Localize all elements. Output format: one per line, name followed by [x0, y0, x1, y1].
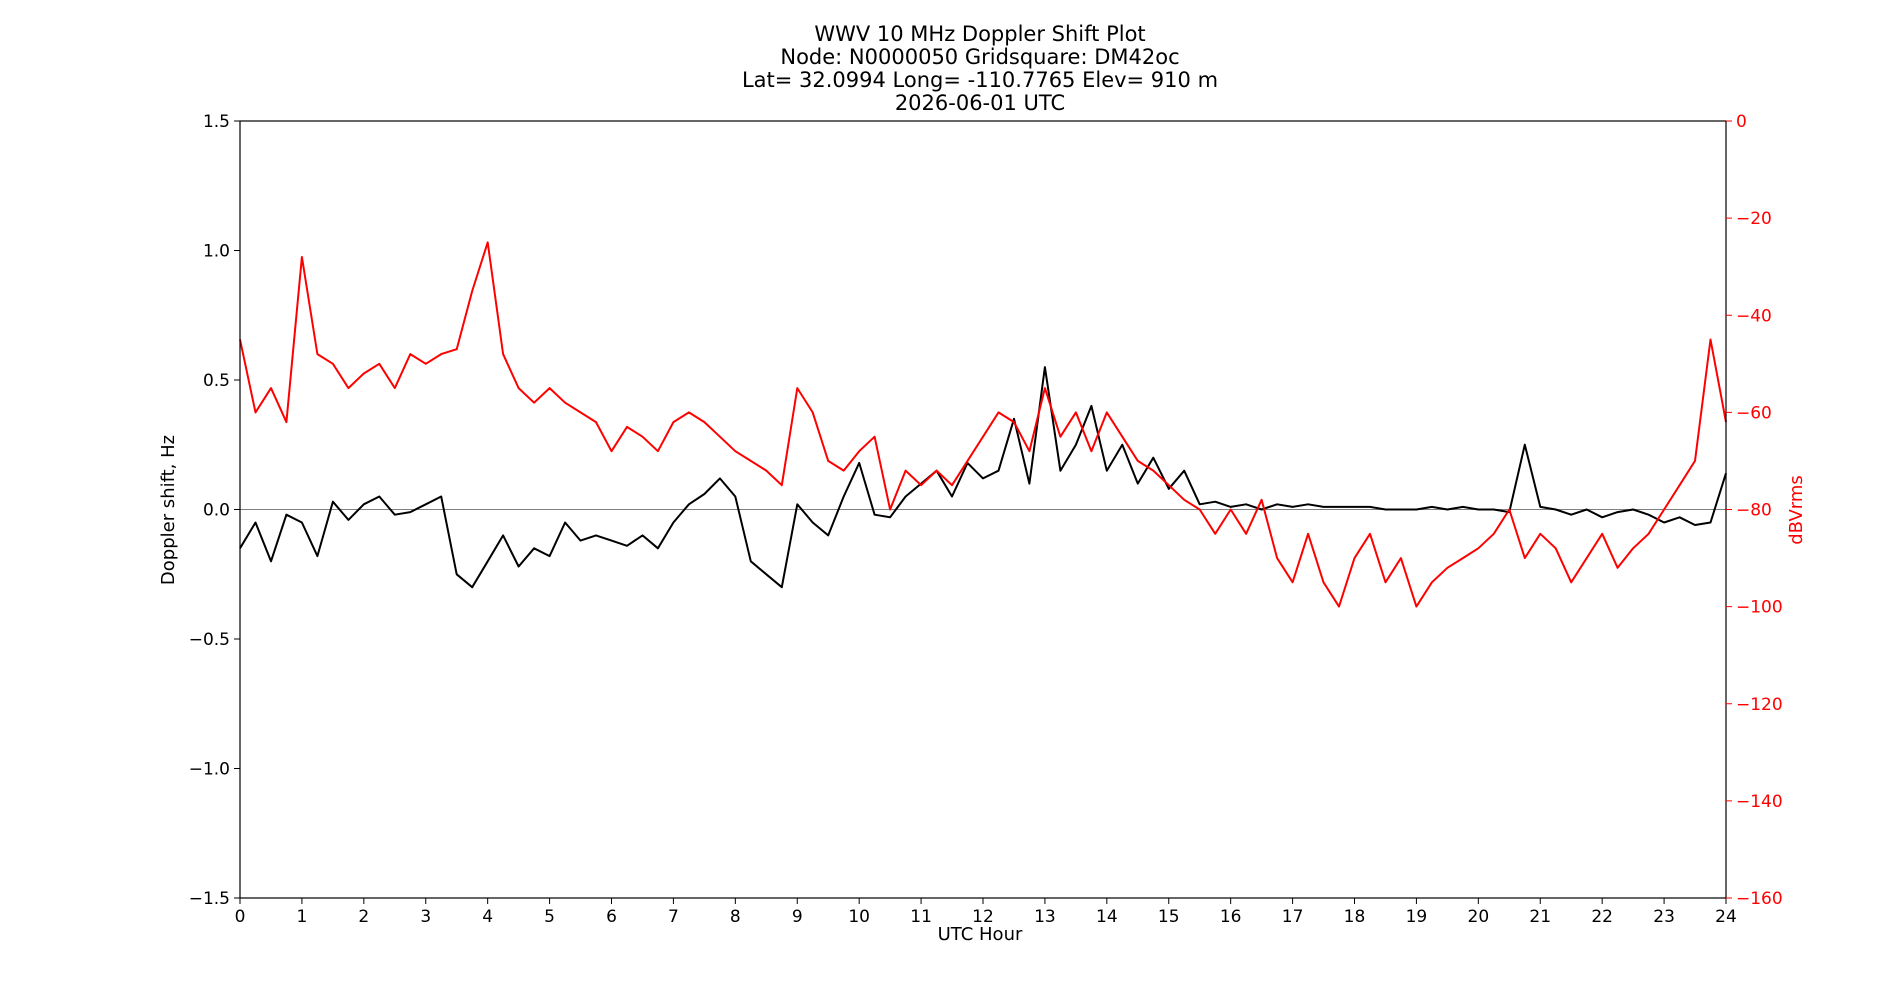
chart-title: WWV 10 MHz Doppler Shift Plot — [814, 22, 1145, 46]
chart-subtitle-location: Lat= 32.0994 Long= -110.7765 Elev= 910 m — [742, 68, 1218, 92]
y-right-tick-label: −20 — [1736, 209, 1772, 229]
y-right-tick-label: −120 — [1736, 695, 1783, 715]
series-group — [239, 241, 1727, 608]
x-tick-label: 9 — [792, 907, 803, 927]
x-tick-label: 15 — [1158, 907, 1180, 927]
x-tick-label: 11 — [910, 907, 932, 927]
x-tick-label: 16 — [1220, 907, 1242, 927]
y-left-tick-label: 0.5 — [203, 371, 230, 391]
y-right-tick-label: −40 — [1736, 306, 1772, 326]
x-tick-label: 22 — [1591, 907, 1613, 927]
y-left-tick-label: −0.5 — [189, 630, 230, 650]
chart-subtitle-node: Node: N0000050 Gridsquare: DM42oc — [780, 45, 1179, 69]
y-axis-right-label: dBVrms — [1786, 475, 1807, 545]
y-right-tick-label: −160 — [1736, 889, 1783, 909]
y-axis-left-label: Doppler shift, Hz — [158, 435, 179, 585]
y-left-tick-label: −1.0 — [189, 760, 230, 780]
y-left-tick-label: −1.5 — [189, 889, 230, 909]
x-tick-label: 17 — [1282, 907, 1304, 927]
x-tick-label: 12 — [972, 907, 994, 927]
y-right-tick-label: −100 — [1736, 598, 1783, 618]
x-tick-label: 4 — [482, 907, 493, 927]
x-tick-label: 3 — [420, 907, 431, 927]
x-tick-label: 13 — [1034, 907, 1056, 927]
y-left-tick-label: 0.0 — [203, 501, 230, 521]
x-tick-label: 23 — [1653, 907, 1675, 927]
x-tick-label: 7 — [668, 907, 679, 927]
x-tick-label: 5 — [544, 907, 555, 927]
y-right-tick-label: −60 — [1736, 403, 1772, 423]
y-left-tick-label: 1.0 — [203, 242, 230, 262]
chart-title-block: WWV 10 MHz Doppler Shift Plot Node: N000… — [742, 22, 1218, 115]
x-tick-label: 14 — [1096, 907, 1118, 927]
x-tick-label: 6 — [606, 907, 617, 927]
x-tick-label: 19 — [1406, 907, 1428, 927]
x-tick-label: 21 — [1529, 907, 1551, 927]
x-tick-label: 0 — [235, 907, 246, 927]
y-left-tick-label: 1.5 — [203, 112, 230, 132]
ticks-group: 0 1 2 3 4 5 6 7 8 9 10 11 12 13 14 15 16 17 18 19 20 21 22 23 24… — [189, 112, 1783, 927]
y-right-tick-label: 0 — [1736, 112, 1747, 132]
y-right-tick-label: −80 — [1736, 501, 1772, 521]
chart-subtitle-date: 2026-06-01 UTC — [895, 91, 1065, 115]
x-tick-label: 24 — [1715, 907, 1737, 927]
x-tick-label: 2 — [358, 907, 369, 927]
x-tick-label: 1 — [297, 907, 308, 927]
y-right-tick-label: −140 — [1736, 792, 1783, 812]
x-tick-label: 8 — [730, 907, 741, 927]
x-tick-label: 20 — [1468, 907, 1490, 927]
x-tick-label: 10 — [848, 907, 870, 927]
x-axis-label: UTC Hour — [938, 924, 1023, 945]
series-line-doppler — [239, 366, 1727, 589]
series-line-power — [239, 241, 1727, 608]
x-tick-label: 18 — [1344, 907, 1366, 927]
